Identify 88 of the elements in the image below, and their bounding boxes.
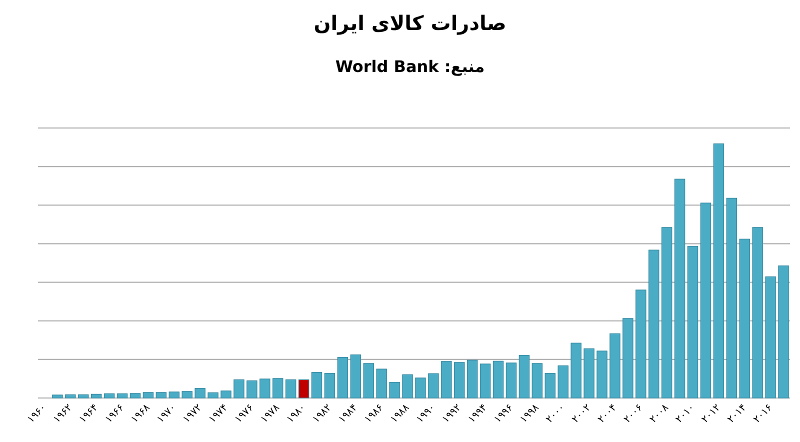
x-tick-label: ۱۹۹۸ [518,402,542,426]
x-tick-label: ۱۹۹۶ [492,402,516,426]
bar [90,394,102,398]
x-tick-label: ۲۰۰۶ [622,402,646,426]
bar [156,392,167,398]
x-tick-label: ۲۰۰۸ [648,402,672,426]
x-tick-label: ۲۰۱۴ [726,402,749,426]
x-tick-label: ۱۹۶۸ [129,402,153,426]
x-tick-label: ۱۹۸۲ [310,402,334,426]
bar [596,350,608,398]
bar [65,394,76,398]
x-tick-label: ۲۰۱۲ [700,402,723,426]
bar [518,354,530,398]
bar [778,265,789,398]
bar [687,246,698,398]
bar [130,393,141,398]
bar [584,348,594,398]
x-tick-label: ۱۹۶۰ [26,402,49,426]
x-tick-label: ۱۹۷۸ [259,402,282,426]
bar [116,393,128,398]
x-tick-label: ۱۹۸۰ [284,402,308,426]
bar [389,382,400,398]
bar [142,392,154,398]
bar [726,198,738,398]
bar [480,364,491,398]
bar [402,374,413,398]
bar [622,318,634,398]
x-tick-label: ۱۹۷۶ [233,402,256,426]
bar [532,363,543,398]
x-tick-label: ۲۰۰۴ [596,402,620,426]
bar [506,362,517,398]
x-tick-label: ۱۹۸۸ [388,402,412,426]
bar [234,379,244,398]
x-tick-label: ۱۹۹۰ [414,402,438,426]
bar [208,392,218,398]
bar [661,227,672,398]
bar [466,360,478,398]
x-tick-label: ۱۹۸۴ [336,402,360,426]
bar [311,372,322,398]
bar [739,238,750,398]
x-tick-label: ۲۰۰۰ [544,402,568,426]
bar [298,379,310,398]
bar [324,373,336,398]
bar [636,290,646,398]
x-tick-label: ۲۰۰۲ [570,402,594,426]
bar [363,363,374,398]
x-tick-label: ۱۹۸۶ [362,402,386,426]
bar [182,391,192,398]
bar [194,388,206,398]
bar [441,361,452,398]
bar [610,333,620,398]
x-tick-label: ۱۹۷۰ [155,402,178,426]
x-tick-label: ۱۹۹۴ [466,402,490,426]
bar [337,357,348,398]
chart-title: صادرات کالای ایران [314,11,506,35]
bar [713,143,724,398]
bar [376,368,387,398]
bar [674,178,686,398]
bar [272,378,284,398]
bar [454,362,465,398]
bar [648,250,660,398]
x-tick-label: ۲۰۱۶ [752,402,775,426]
x-tick-label: ۱۹۷۲ [181,402,204,426]
bar [220,390,232,398]
bar [428,373,439,398]
x-tick-label: ۱۹۶۲ [52,402,75,426]
x-tick-label: ۲۰۱۰ [674,402,697,426]
bar [52,394,63,398]
bar [492,360,504,398]
x-tick-label: ۱۹۹۲ [440,402,464,426]
bar [285,379,296,398]
bar [78,394,89,398]
bar [168,392,180,398]
x-tick-label: ۱۹۷۴ [207,402,230,426]
bar [350,354,362,398]
bar [260,378,270,398]
x-tick-label: ۱۹۶۶ [103,402,126,426]
bar [570,342,582,398]
bar [415,378,426,398]
bar [104,393,115,398]
x-tick-label: ۱۹۶۴ [77,402,100,426]
bar [544,373,556,398]
bar [765,276,776,398]
bar [246,380,258,398]
bar [700,202,712,398]
bar [558,365,568,398]
bar [752,227,763,398]
chart-subtitle: منبع: World Bank [335,57,485,76]
